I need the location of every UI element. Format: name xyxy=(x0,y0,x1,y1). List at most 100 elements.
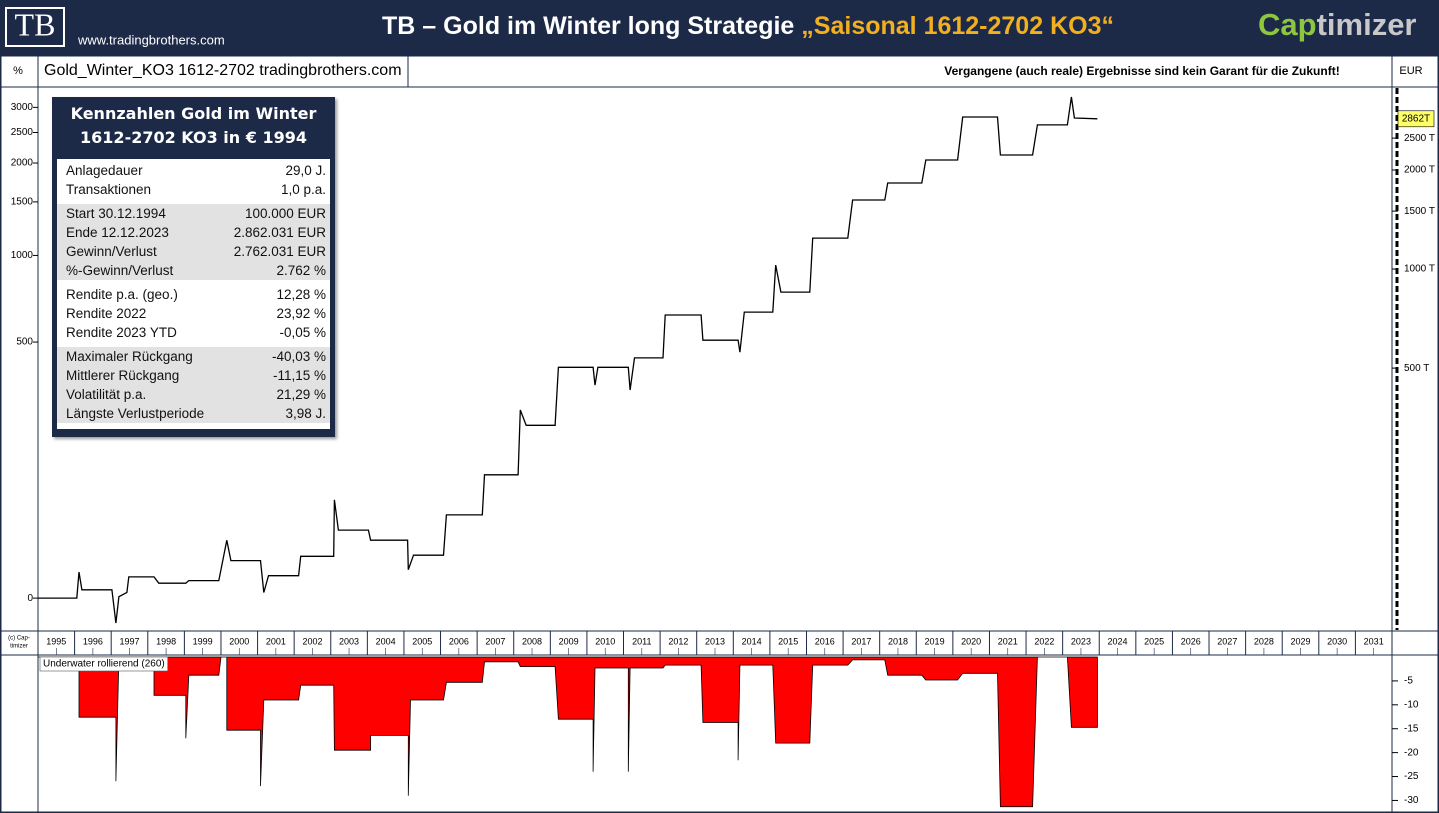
disclaimer: Vergangene (auch reale) Ergebnisse sind … xyxy=(944,64,1339,78)
x-tick-label: 2024 xyxy=(1108,636,1128,646)
x-tick-label: 2003 xyxy=(339,636,359,646)
x-tick-label: 2018 xyxy=(888,636,908,646)
row-label: Längste Verlustperiode xyxy=(66,406,205,421)
x-tick-label: 2027 xyxy=(1217,636,1237,646)
table-row: Gewinn/Verlust 2.762.031 EUR xyxy=(57,242,330,261)
y-tick-label: 500 T xyxy=(1404,363,1429,374)
x-tick-label: 2020 xyxy=(961,636,981,646)
row-label: %-Gewinn/Verlust xyxy=(66,263,174,278)
table-group: Maximaler Rückgang -40,03 % Mittlerer Rück… xyxy=(57,347,330,423)
x-tick-label: 1998 xyxy=(156,636,176,646)
x-tick-label: 1996 xyxy=(83,636,103,646)
y-tick-label: -10 xyxy=(1404,699,1419,710)
header-bar xyxy=(0,0,1439,55)
row-value: 2.762.031 EUR xyxy=(233,244,326,259)
table-group: Start 30.12.1994 100.000 EUR Ende 12.12.20… xyxy=(57,204,330,280)
x-tick-label: 2021 xyxy=(998,636,1018,646)
underwater-label: Underwater rollierend (260) xyxy=(43,659,165,670)
row-label: Mittlerer Rückgang xyxy=(66,368,180,383)
row-value: 2.862.031 EUR xyxy=(233,225,326,240)
stats-table: Kennzahlen Gold im Winter 1612-2702 KO3 i… xyxy=(52,97,335,437)
table-row: Maximaler Rückgang -40,03 % xyxy=(57,347,330,366)
row-label: Transaktionen xyxy=(66,182,152,197)
y-tick-label: -30 xyxy=(1404,795,1419,806)
x-tick-label: 2030 xyxy=(1327,636,1347,646)
x-tick-label: 2009 xyxy=(559,636,579,646)
row-label: Maximaler Rückgang xyxy=(66,349,193,364)
row-value: 12,28 % xyxy=(276,287,326,302)
x-tick-label: 2031 xyxy=(1364,636,1384,646)
y2-tick-label: 500 xyxy=(16,337,33,348)
row-value: 2.762 % xyxy=(276,263,326,278)
x-tick-label: 2008 xyxy=(522,636,542,646)
table-group: Rendite p.a. (geo.) 12,28 % Rendite 2022 23… xyxy=(57,285,330,342)
table-row: Mittlerer Rückgang -11,15 % xyxy=(57,366,330,385)
x-tick-label: 1995 xyxy=(46,636,66,646)
table-body: Anlagedauer 29,0 J. Transaktionen 1,0 p.a. S… xyxy=(57,159,330,429)
x-tick-label: 2014 xyxy=(742,636,762,646)
chart-title: Gold_Winter_KO3 1612-2702 tradingbrother… xyxy=(44,62,402,79)
table-row: Längste Verlustperiode 3,98 J. xyxy=(57,404,330,423)
x-tick-label: 2007 xyxy=(485,636,505,646)
y2-tick-label: 3000 xyxy=(11,102,34,113)
table-row: Rendite 2022 23,92 % xyxy=(57,304,330,323)
logo: TB xyxy=(15,6,56,42)
brand: Captimizer xyxy=(1258,7,1417,42)
y-tick-label: 2000 T xyxy=(1404,165,1435,176)
table-row: Rendite p.a. (geo.) 12,28 % xyxy=(57,285,330,304)
y-tick-label: -25 xyxy=(1404,771,1419,782)
x-tick-label: 1997 xyxy=(119,636,139,646)
y-tick-label: -5 xyxy=(1404,676,1413,687)
brand-part2: timizer xyxy=(1317,7,1417,42)
row-label: Rendite 2022 xyxy=(66,306,147,321)
brand-part1: Cap xyxy=(1258,7,1317,42)
row-label: Gewinn/Verlust xyxy=(66,244,157,259)
x-tick-label: 2029 xyxy=(1290,636,1310,646)
x-tick-label: 2025 xyxy=(1144,636,1164,646)
x-tick-label: 2005 xyxy=(412,636,432,646)
underwater-area xyxy=(38,656,1098,808)
y-tick-label: -15 xyxy=(1404,723,1419,734)
table-row: Rendite 2023 YTD -0,05 % xyxy=(57,323,330,342)
row-value: 29,0 J. xyxy=(285,163,326,178)
copyright: timizer xyxy=(10,644,28,650)
table-row: Transaktionen 1,0 p.a. xyxy=(57,180,330,199)
row-label: Rendite 2023 YTD xyxy=(66,325,177,340)
x-tick-label: 2010 xyxy=(595,636,615,646)
x-tick-label: 2011 xyxy=(632,636,651,646)
row-label: Anlagedauer xyxy=(66,163,143,178)
value-label: 2862T xyxy=(1402,113,1430,124)
row-label: Volatilität p.a. xyxy=(66,387,147,402)
table-row: Start 30.12.1994 100.000 EUR xyxy=(57,204,330,223)
table-row: Ende 12.12.2023 2.862.031 EUR xyxy=(57,223,330,242)
row-value: -40,03 % xyxy=(271,349,326,364)
equity-line xyxy=(38,96,1098,624)
table-title-line: Kennzahlen Gold im Winter xyxy=(70,104,317,123)
y-tick-label: 1000 T xyxy=(1404,264,1435,275)
x-tick-label: 2019 xyxy=(925,636,945,646)
table-group: Anlagedauer 29,0 J. Transaktionen 1,0 p.a. xyxy=(57,161,330,199)
table-title-line: 1612-2702 KO3 in € 1994 xyxy=(80,128,307,147)
row-label: Ende 12.12.2023 xyxy=(66,225,169,240)
row-label: Start 30.12.1994 xyxy=(66,206,166,221)
x-tick-label: 1999 xyxy=(193,636,213,646)
x-tick-label: 2017 xyxy=(851,636,871,646)
x-tick-label: 2022 xyxy=(1034,636,1054,646)
x-tick-label: 2001 xyxy=(266,636,286,646)
table-row: Anlagedauer 29,0 J. xyxy=(57,161,330,180)
y2-tick-label: 0 xyxy=(27,593,33,604)
x-tick-label: 2026 xyxy=(1181,636,1201,646)
x-tick-label: 2015 xyxy=(778,636,798,646)
table-row: %-Gewinn/Verlust 2.762 % xyxy=(57,261,330,280)
x-tick-label: 2004 xyxy=(376,636,396,646)
row-value: 21,29 % xyxy=(276,387,326,402)
row-value: -0,05 % xyxy=(279,325,326,340)
title-highlight: „Saisonal 1612-2702 KO3“ xyxy=(801,12,1114,40)
y2-label: % xyxy=(13,65,23,77)
x-tick-label: 2012 xyxy=(668,636,688,646)
row-value: -11,15 % xyxy=(272,368,326,383)
y2-tick-label: 1000 xyxy=(11,250,34,261)
y-label: EUR xyxy=(1399,65,1422,77)
value-label-box xyxy=(1397,110,1435,128)
